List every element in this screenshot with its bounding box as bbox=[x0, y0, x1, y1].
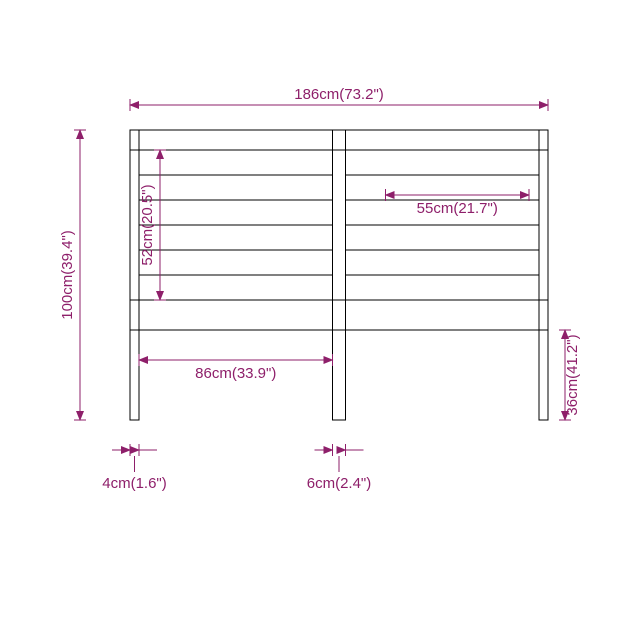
dimension-label: 86cm(33.9") bbox=[195, 365, 276, 382]
dimension-label: 52cm(20.5") bbox=[139, 184, 156, 265]
dimension-label: 55cm(21.7") bbox=[417, 200, 498, 217]
dimension-label: 36cm(41.2") bbox=[564, 334, 581, 415]
dimension-label: 6cm(2.4") bbox=[307, 475, 372, 492]
headboard-dimensions-diagram: 186cm(73.2") 100cm(39.4") 52cm(20.5") 55cm(… bbox=[0, 0, 620, 620]
dimension-label: 4cm(1.6") bbox=[102, 475, 167, 492]
dimension-label: 186cm(73.2") bbox=[294, 86, 384, 103]
dimension-label: 100cm(39.4") bbox=[59, 230, 76, 320]
